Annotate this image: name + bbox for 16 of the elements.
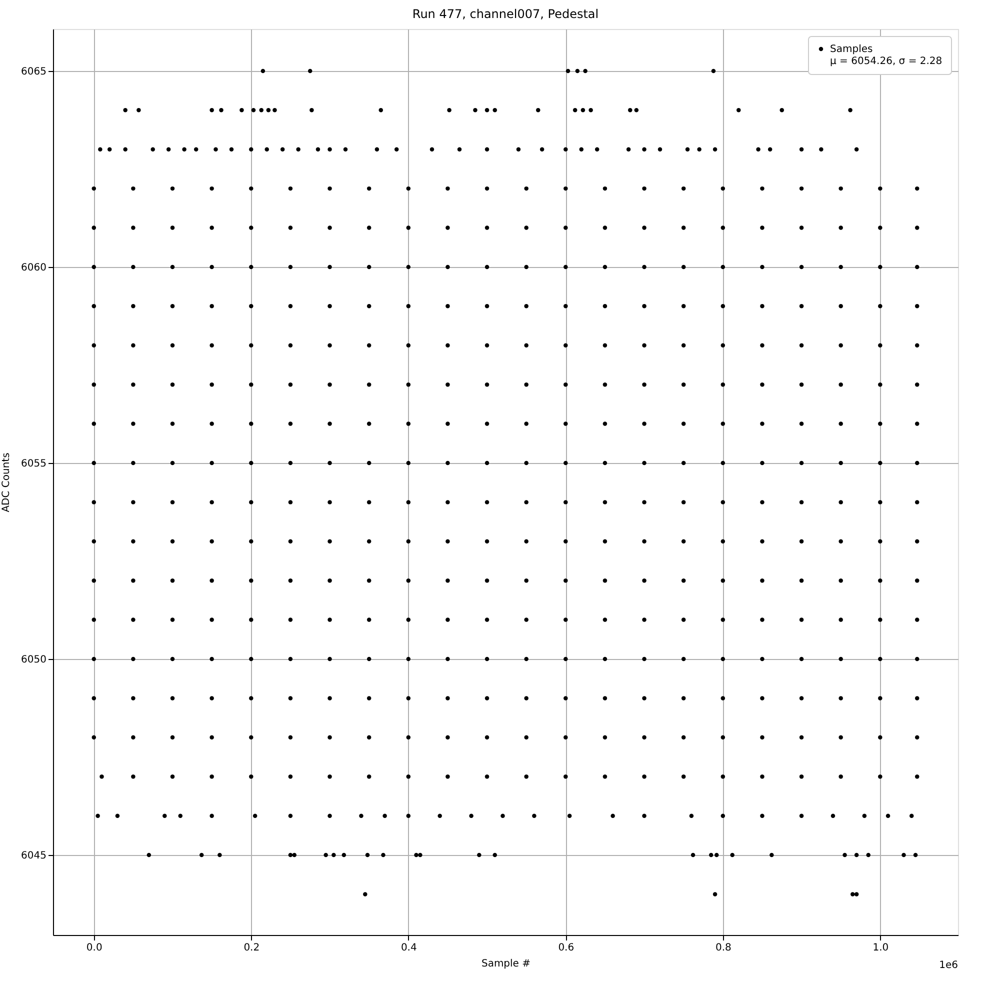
y-tick-label: 6050 [21, 654, 46, 666]
x-tick-label: 1.0 [872, 942, 889, 954]
y-tick-label: 6045 [21, 850, 46, 862]
x-tick-label: 0.0 [86, 942, 102, 954]
x-tick-label: 0.2 [244, 942, 260, 954]
x-tick-label: 0.6 [558, 942, 574, 954]
y-tick-label: 6055 [21, 458, 46, 470]
x-tick-label: 0.8 [715, 942, 732, 954]
chart-title: Run 477, channel007, Pedestal [412, 7, 599, 21]
legend-label: Samples μ = 6054.26, σ = 2.28 [830, 44, 942, 67]
y-tick-label: 6060 [21, 262, 46, 274]
y-tick-label: 6065 [21, 66, 46, 78]
x-tick-label: 0.4 [400, 942, 417, 954]
text: 1e6 [939, 960, 958, 971]
y-axis-title: ADC Counts [1, 452, 12, 512]
x-axis-title: Sample # [481, 958, 531, 970]
